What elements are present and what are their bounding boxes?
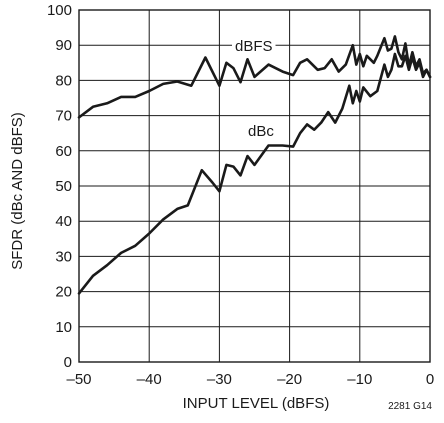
y-tick-label: 10 [55, 319, 72, 336]
figure-id: 2281 G14 [388, 401, 432, 412]
y-tick-label: 20 [55, 284, 72, 301]
y-tick-label: 70 [55, 108, 72, 125]
series-line-dbfs [77, 35, 432, 119]
y-tick-label: 80 [55, 72, 72, 89]
series-label-dbc: dBc [248, 123, 274, 140]
y-tick-label: 40 [55, 213, 72, 230]
grid-lines [79, 10, 430, 362]
x-tick-label: –20 [277, 371, 302, 388]
series-lines [77, 35, 432, 295]
x-axis-label: INPUT LEVEL (dBFS) [183, 395, 330, 412]
y-axis-label: SFDR (dBc AND dBFS) [9, 112, 26, 270]
y-tick-label: 50 [55, 178, 72, 195]
x-tick-label: –10 [347, 371, 372, 388]
series-label-dbfs-backdrop [232, 37, 276, 56]
y-tick-label: 90 [55, 37, 72, 54]
plot-frame [78, 9, 431, 363]
y-tick-label: 30 [55, 248, 72, 265]
x-tick-label: –50 [66, 371, 91, 388]
tick-labels: 0 10 20 30 40 50 60 70 80 90 100 –50 –40 –30 –20 –10 0 [47, 2, 434, 388]
series-line-dbc [77, 52, 432, 295]
y-tick-label: 0 [64, 354, 72, 371]
x-tick-label: –30 [207, 371, 232, 388]
series-label-dbfs: dBFS [235, 38, 273, 55]
x-tick-label: 0 [426, 371, 434, 388]
x-tick-label: –40 [137, 371, 162, 388]
y-tick-label: 100 [47, 2, 72, 19]
y-tick-label: 60 [55, 143, 72, 160]
